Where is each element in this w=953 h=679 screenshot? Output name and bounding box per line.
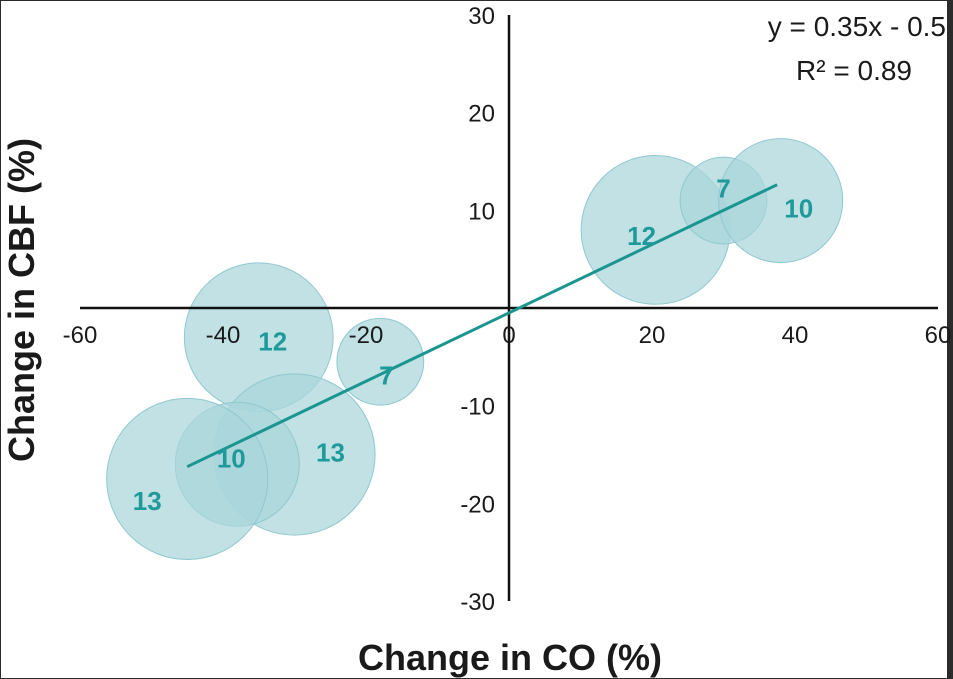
y-tick-label: 20 bbox=[468, 101, 495, 128]
x-tick-label: 0 bbox=[502, 322, 515, 349]
y-tick-label: -30 bbox=[460, 589, 495, 616]
r-squared-label: R² = 0.89 bbox=[796, 55, 912, 86]
equation-label: y = 0.35x - 0.5 bbox=[768, 11, 946, 42]
x-tick-label: -20 bbox=[349, 322, 384, 349]
x-tick-label: 60 bbox=[925, 322, 952, 349]
y-tick-label: -20 bbox=[460, 491, 495, 518]
bubble-label-5: 7 bbox=[379, 361, 393, 391]
bubble-label-6: 13 bbox=[316, 438, 345, 468]
bubble-label-3: 10 bbox=[784, 194, 813, 224]
bubble-8 bbox=[107, 398, 268, 559]
bubble-label-8: 13 bbox=[133, 486, 162, 516]
bubble-label-1: 12 bbox=[627, 221, 656, 251]
x-tick-label: -40 bbox=[206, 322, 241, 349]
bubble-label-4: 12 bbox=[258, 326, 287, 356]
y-tick-label: 10 bbox=[468, 198, 495, 225]
x-tick-label: 20 bbox=[639, 322, 666, 349]
y-tick-label: 30 bbox=[468, 3, 495, 30]
x-tick-label: 40 bbox=[782, 322, 809, 349]
x-tick-label: -60 bbox=[63, 322, 98, 349]
bubble-3 bbox=[719, 139, 843, 263]
y-tick-label: -10 bbox=[460, 394, 495, 421]
bubble-label-2: 7 bbox=[716, 174, 730, 204]
bubble-label-7: 10 bbox=[217, 443, 246, 473]
y-axis-title: Change in CBF (%) bbox=[1, 138, 42, 462]
x-axis-title: Change in CO (%) bbox=[358, 637, 662, 678]
